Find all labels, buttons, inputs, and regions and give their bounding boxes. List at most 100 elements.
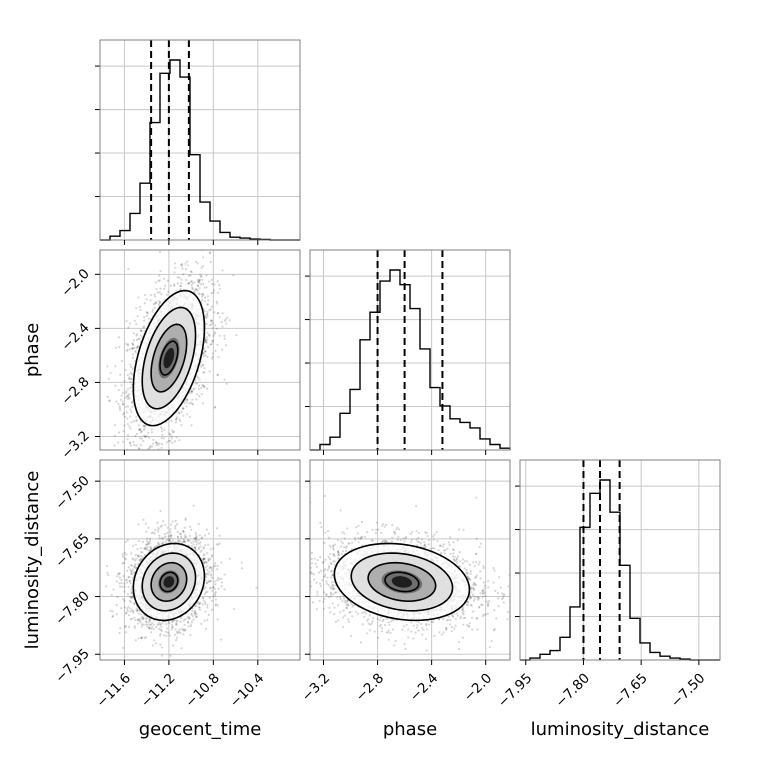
- sample-point: [175, 520, 177, 522]
- sample-point: [144, 427, 146, 429]
- sample-point: [184, 527, 186, 529]
- sample-point: [189, 526, 191, 528]
- sample-point: [211, 283, 213, 285]
- sample-point: [131, 406, 133, 408]
- sample-point: [148, 437, 150, 439]
- sample-point: [182, 415, 184, 417]
- sample-point: [180, 288, 182, 290]
- sample-point: [140, 454, 142, 456]
- sample-point: [140, 329, 142, 331]
- sample-point: [133, 444, 135, 446]
- sample-point: [122, 575, 124, 577]
- sample-point: [199, 607, 201, 609]
- sample-point: [129, 363, 131, 365]
- sample-point: [135, 307, 137, 309]
- sample-point: [185, 405, 187, 407]
- sample-point: [218, 284, 220, 286]
- sample-point: [116, 580, 118, 582]
- sample-point: [180, 535, 182, 537]
- sample-point: [214, 333, 216, 335]
- sample-point: [161, 453, 163, 455]
- sample-point: [208, 533, 210, 535]
- sample-point: [175, 419, 177, 421]
- sample-point: [198, 546, 200, 548]
- sample-point: [206, 311, 208, 313]
- sample-point: [142, 541, 144, 543]
- sample-point: [129, 441, 131, 443]
- sample-point: [207, 299, 209, 301]
- sample-point: [160, 426, 162, 428]
- sample-point: [199, 609, 201, 611]
- sample-point: [161, 622, 163, 624]
- sample-point: [119, 572, 121, 574]
- sample-point: [190, 623, 192, 625]
- sample-point: [136, 347, 138, 349]
- sample-point: [133, 617, 135, 619]
- sample-point: [217, 544, 219, 546]
- sample-point: [158, 621, 160, 623]
- sample-point: [140, 555, 142, 557]
- sample-point: [199, 534, 201, 536]
- sample-point: [192, 388, 194, 390]
- sample-point: [163, 437, 165, 439]
- sample-point: [190, 284, 192, 286]
- sample-point: [166, 441, 168, 443]
- sample-point: [137, 296, 139, 298]
- sample-point: [147, 432, 149, 434]
- sample-point: [128, 626, 130, 628]
- sample-point: [123, 412, 125, 414]
- sample-point: [165, 623, 167, 625]
- hist-panel-luminosity-distance: [515, 460, 720, 665]
- sample-point: [180, 282, 182, 284]
- sample-point: [164, 535, 166, 537]
- sample-point: [151, 431, 153, 433]
- sample-point: [225, 323, 227, 325]
- sample-point: [187, 625, 189, 627]
- sample-point: [214, 324, 216, 326]
- sample-point: [186, 399, 188, 401]
- sample-point: [119, 374, 121, 376]
- sample-point: [127, 374, 129, 376]
- sample-point: [134, 563, 136, 565]
- sample-point: [124, 626, 126, 628]
- sample-point: [159, 251, 161, 253]
- sample-point: [123, 562, 125, 564]
- sample-point: [124, 552, 126, 554]
- sample-point: [111, 452, 113, 454]
- sample-point: [156, 522, 158, 524]
- sample-point: [202, 385, 204, 387]
- sample-point: [177, 531, 179, 533]
- sample-point: [176, 416, 178, 418]
- sample-point: [140, 335, 142, 337]
- sample-point: [131, 402, 133, 404]
- sample-point: [124, 583, 126, 585]
- sample-point: [197, 285, 199, 287]
- sample-point: [209, 370, 211, 372]
- sample-point: [219, 316, 221, 318]
- sample-point: [167, 291, 169, 293]
- sample-point: [134, 350, 136, 352]
- sample-point: [189, 416, 191, 418]
- sample-point: [154, 307, 156, 309]
- sample-point: [115, 400, 117, 402]
- sample-point: [189, 535, 191, 537]
- sample-point: [219, 288, 221, 290]
- sample-point: [223, 588, 225, 590]
- sample-point: [217, 312, 219, 314]
- sample-point: [201, 279, 203, 281]
- sample-point: [125, 631, 127, 633]
- sample-point: [137, 619, 139, 621]
- sample-point: [144, 294, 146, 296]
- sample-point: [127, 610, 129, 612]
- sample-point: [134, 435, 136, 437]
- sample-point: [213, 565, 215, 567]
- sample-point: [119, 627, 121, 629]
- sample-point: [226, 383, 228, 385]
- sample-point: [125, 612, 127, 614]
- sample-point: [174, 634, 176, 636]
- sample-point: [124, 557, 126, 559]
- sample-point: [173, 283, 175, 285]
- sample-point: [151, 311, 153, 313]
- sample-point: [191, 247, 193, 249]
- sample-point: [137, 315, 139, 317]
